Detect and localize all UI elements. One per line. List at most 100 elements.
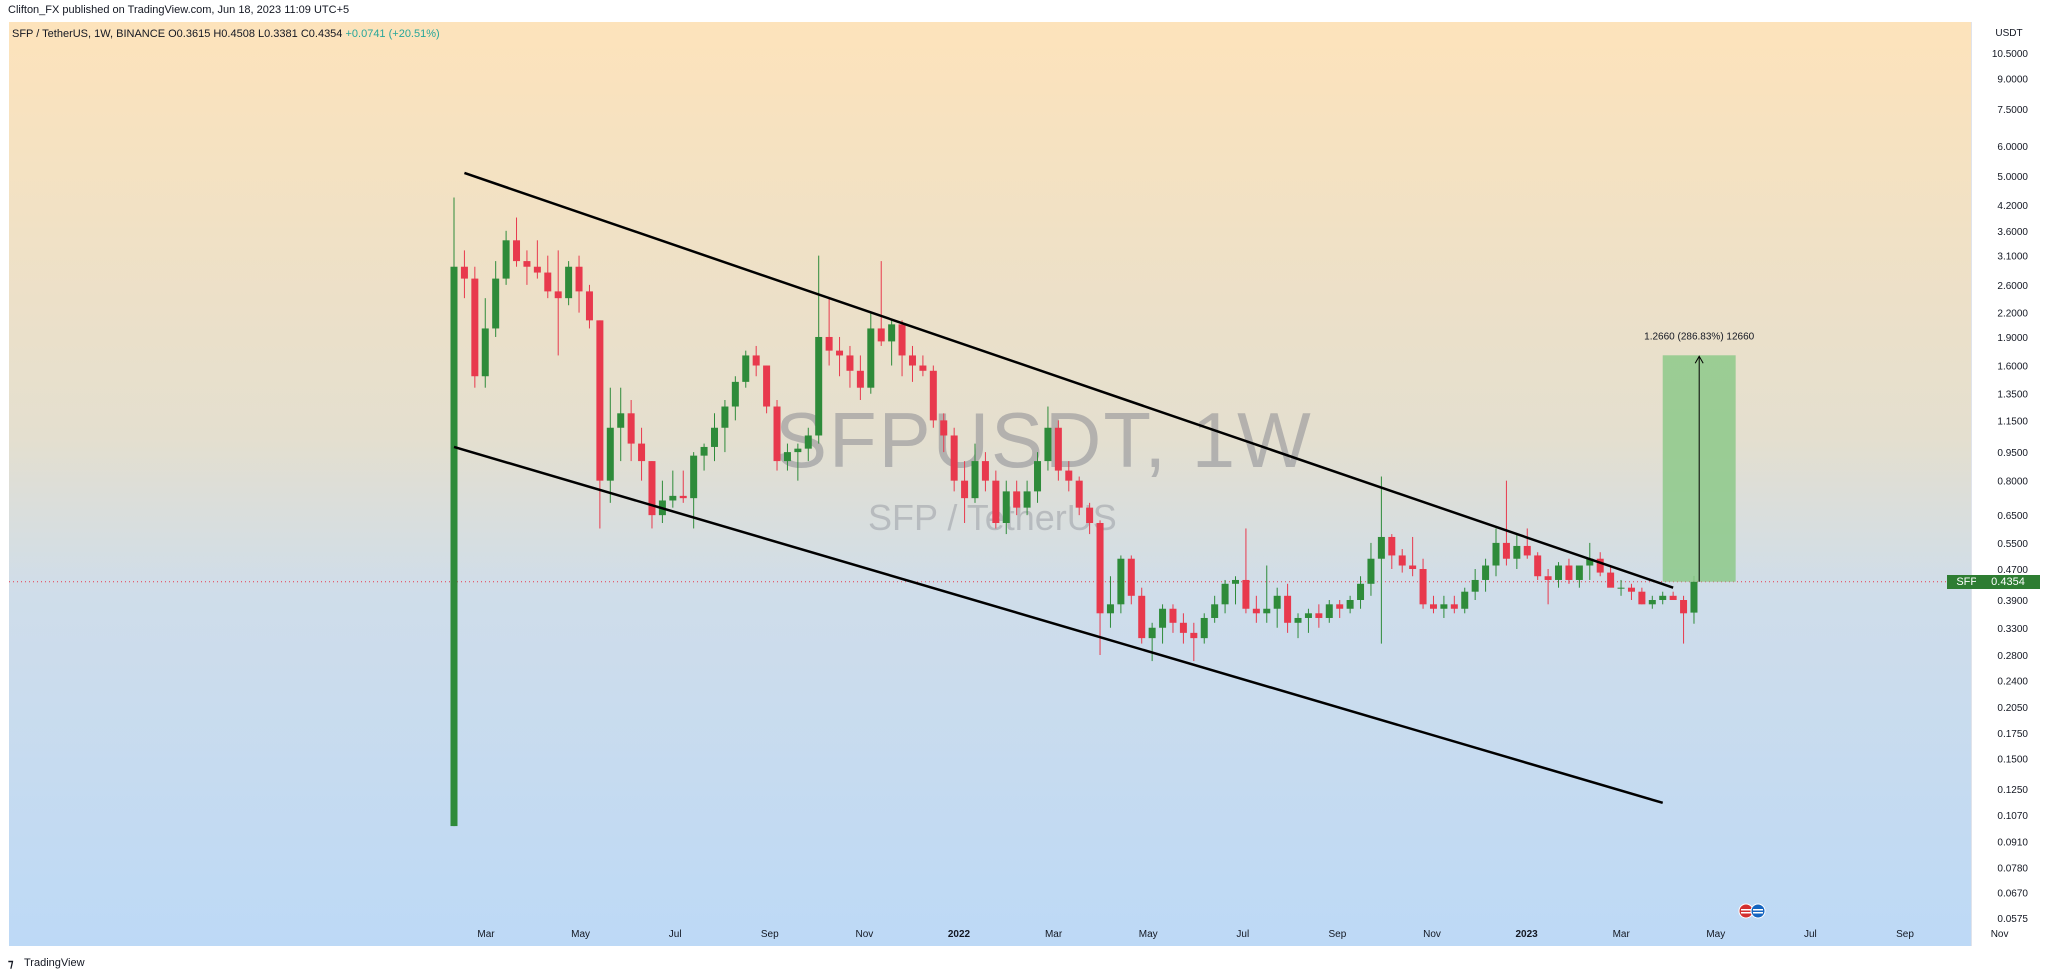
candle-body[interactable]: [669, 495, 677, 501]
candle-body[interactable]: [700, 446, 708, 456]
candle-body[interactable]: [1492, 542, 1500, 566]
candle-body[interactable]: [1617, 587, 1625, 589]
candle-body[interactable]: [742, 355, 750, 382]
candle-body[interactable]: [523, 261, 531, 267]
candle-body[interactable]: [1159, 608, 1167, 628]
candle-body[interactable]: [1117, 558, 1125, 605]
candle-body[interactable]: [1377, 536, 1385, 559]
candle-body[interactable]: [533, 266, 541, 273]
tradingview-logo-icon[interactable]: ⁊: [8, 958, 14, 970]
candle-body[interactable]: [825, 336, 833, 351]
candle-body[interactable]: [1075, 480, 1083, 508]
candle-body[interactable]: [1273, 595, 1281, 609]
candle-body[interactable]: [992, 480, 1000, 523]
candle-body[interactable]: [1638, 591, 1646, 605]
candle-body[interactable]: [1242, 579, 1250, 609]
candle-body[interactable]: [1513, 545, 1521, 559]
candle-body[interactable]: [1284, 595, 1292, 623]
candle-body[interactable]: [1534, 555, 1542, 577]
candle-body[interactable]: [1669, 595, 1677, 601]
candle-body[interactable]: [961, 480, 969, 499]
candle-body[interactable]: [1138, 595, 1146, 639]
candle-body[interactable]: [1607, 572, 1615, 588]
candle-body[interactable]: [856, 370, 864, 388]
candle-body[interactable]: [981, 461, 989, 481]
candle-body[interactable]: [877, 328, 885, 342]
candle-body[interactable]: [950, 435, 958, 481]
candle-body[interactable]: [1034, 461, 1042, 492]
candle-body[interactable]: [513, 240, 521, 262]
candle-body[interactable]: [763, 365, 771, 407]
candle-body[interactable]: [1232, 579, 1239, 584]
candle-body[interactable]: [690, 455, 698, 499]
candle-body[interactable]: [1336, 604, 1344, 609]
candle-body[interactable]: [1502, 542, 1510, 559]
candle-body[interactable]: [908, 355, 916, 366]
candle-body[interactable]: [460, 266, 468, 279]
candle-body[interactable]: [1346, 600, 1354, 609]
candle-body[interactable]: [1325, 604, 1333, 618]
candle-body[interactable]: [1179, 622, 1187, 633]
candle-body[interactable]: [1054, 427, 1062, 471]
trendline-upper[interactable]: [464, 171, 1674, 589]
candle-body[interactable]: [815, 336, 823, 436]
candle-body[interactable]: [1127, 558, 1135, 596]
candle-body[interactable]: [575, 266, 583, 292]
candle-body[interactable]: [1648, 600, 1656, 605]
candle-body[interactable]: [1221, 583, 1229, 605]
candle-body[interactable]: [898, 324, 906, 356]
candle-body[interactable]: [752, 355, 760, 366]
candle-body[interactable]: [1023, 491, 1031, 508]
candle-body[interactable]: [481, 328, 489, 377]
candle-body[interactable]: [450, 266, 458, 827]
candle-body[interactable]: [1461, 591, 1469, 609]
candle-body[interactable]: [1575, 565, 1583, 580]
candle-body[interactable]: [471, 278, 479, 377]
candle-body[interactable]: [1565, 565, 1573, 580]
candle-body[interactable]: [1044, 427, 1052, 462]
candle-body[interactable]: [929, 370, 937, 421]
candle-body[interactable]: [1398, 555, 1406, 566]
candle-body[interactable]: [1065, 470, 1073, 481]
candle-body[interactable]: [1357, 583, 1365, 601]
candle-body[interactable]: [1252, 608, 1260, 614]
candle-body[interactable]: [1169, 608, 1177, 623]
candle-body[interactable]: [1096, 522, 1104, 614]
candle-body[interactable]: [1659, 595, 1667, 601]
candle-body[interactable]: [1315, 613, 1323, 618]
candle-body[interactable]: [836, 350, 844, 356]
candle-body[interactable]: [1388, 536, 1396, 556]
candle-body[interactable]: [846, 355, 854, 371]
price-axis[interactable]: [1971, 22, 2048, 946]
candle-body[interactable]: [1013, 491, 1021, 508]
candle-body[interactable]: [1596, 558, 1604, 573]
candle-body[interactable]: [1148, 627, 1156, 639]
candle-body[interactable]: [1409, 565, 1417, 570]
candle-body[interactable]: [731, 381, 739, 407]
candle-body[interactable]: [1106, 604, 1114, 614]
candle-body[interactable]: [1627, 587, 1635, 592]
candle-body[interactable]: [1294, 617, 1302, 623]
candle-body[interactable]: [1690, 581, 1698, 613]
candle-body[interactable]: [1304, 613, 1312, 618]
candle-body[interactable]: [940, 420, 948, 436]
candle-body[interactable]: [1586, 558, 1594, 566]
candle-body[interactable]: [554, 291, 562, 299]
candle-body[interactable]: [565, 266, 573, 299]
candle-body[interactable]: [606, 427, 614, 481]
candle-body[interactable]: [711, 427, 718, 447]
candle-body[interactable]: [1263, 608, 1271, 614]
candle-body[interactable]: [1450, 604, 1458, 609]
candle-body[interactable]: [1555, 565, 1563, 580]
candle-body[interactable]: [794, 448, 802, 453]
candle-body[interactable]: [804, 435, 812, 449]
candle-body[interactable]: [971, 461, 979, 499]
candle-body[interactable]: [783, 452, 791, 462]
candle-body[interactable]: [502, 240, 510, 279]
candle-body[interactable]: [1544, 576, 1552, 580]
candle-body[interactable]: [679, 495, 687, 499]
us-flag-icon[interactable]: [1738, 903, 1766, 919]
footer-brand[interactable]: TradingView: [24, 957, 85, 969]
candle-body[interactable]: [1440, 604, 1448, 609]
